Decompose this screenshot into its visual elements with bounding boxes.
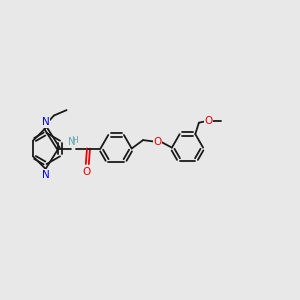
Text: O: O [204,116,213,126]
Text: H: H [71,136,77,145]
Text: O: O [82,167,91,177]
Text: N: N [42,170,50,180]
Text: O: O [153,136,162,147]
Text: N: N [42,117,50,127]
Text: N: N [68,137,76,147]
